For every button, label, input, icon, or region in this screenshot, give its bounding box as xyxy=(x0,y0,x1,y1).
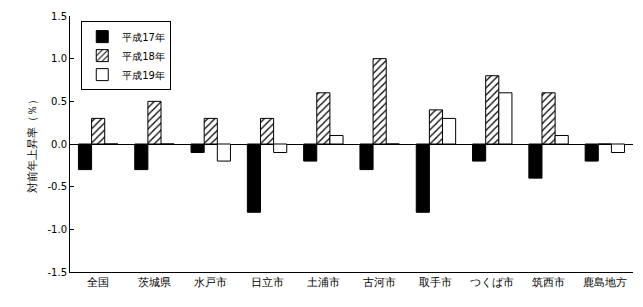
svg-text:平成19年: 平成19年 xyxy=(122,70,165,81)
svg-text:取手市: 取手市 xyxy=(419,276,452,289)
svg-text:筑西市: 筑西市 xyxy=(532,276,565,289)
svg-text:水戸市: 水戸市 xyxy=(194,276,227,289)
svg-text:0.0: 0.0 xyxy=(51,139,67,150)
svg-text:古河市: 古河市 xyxy=(363,276,396,289)
svg-text:-0.5: -0.5 xyxy=(47,181,67,192)
svg-text:平成17年: 平成17年 xyxy=(122,32,165,43)
svg-text:日立市: 日立市 xyxy=(251,276,284,289)
svg-text:0.5: 0.5 xyxy=(51,96,67,107)
svg-text:土浦市: 土浦市 xyxy=(307,276,340,289)
svg-text:-1.0: -1.0 xyxy=(47,224,67,235)
svg-text:全国: 全国 xyxy=(87,276,109,289)
svg-text:つくば市: つくば市 xyxy=(470,276,514,289)
svg-text:茨城県: 茨城県 xyxy=(138,276,171,289)
svg-text:1.5: 1.5 xyxy=(51,11,67,22)
svg-text:1.0: 1.0 xyxy=(51,53,67,64)
svg-text:対前年上昇率（％）: 対前年上昇率（％） xyxy=(26,94,39,193)
svg-text:鹿島地方: 鹿島地方 xyxy=(583,276,627,289)
svg-text:平成18年: 平成18年 xyxy=(122,51,165,62)
svg-text:-1.5: -1.5 xyxy=(47,267,67,278)
